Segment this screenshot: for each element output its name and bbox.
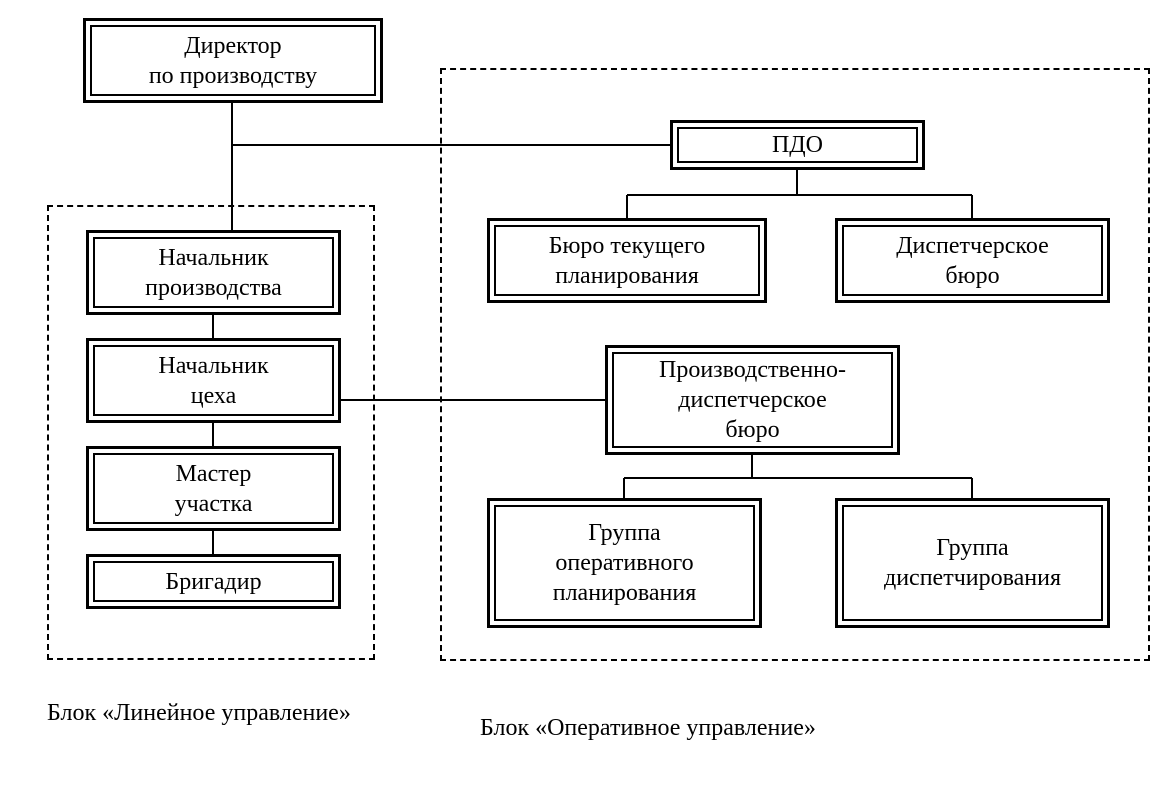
node-pdo-label: ПДО — [772, 130, 823, 160]
caption-operational: Блок «Оперативное управление» — [480, 715, 816, 742]
node-director-label: Директорпо производству — [149, 31, 317, 91]
node-nach-ceh: Начальникцеха — [86, 338, 341, 423]
node-master: Мастеручастка — [86, 446, 341, 531]
caption-linear: Блок «Линейное управление» — [47, 700, 351, 727]
node-grp-plan: Группаоперативногопланирования — [487, 498, 762, 628]
node-grp-plan-label: Группаоперативногопланирования — [553, 518, 697, 608]
node-nach-proizv-label: Начальникпроизводства — [145, 243, 282, 303]
node-brigadir: Бригадир — [86, 554, 341, 609]
node-nach-ceh-label: Начальникцеха — [158, 351, 268, 411]
node-buro-tek: Бюро текущегопланирования — [487, 218, 767, 303]
node-disp-buro: Диспетчерскоебюро — [835, 218, 1110, 303]
node-disp-buro-label: Диспетчерскоебюро — [896, 231, 1049, 291]
node-pdo: ПДО — [670, 120, 925, 170]
node-director: Директорпо производству — [83, 18, 383, 103]
node-master-label: Мастеручастка — [175, 459, 253, 519]
node-pdb-label: Производственно-диспетчерскоебюро — [659, 355, 846, 445]
node-nach-proizv: Начальникпроизводства — [86, 230, 341, 315]
node-brigadir-label: Бригадир — [165, 567, 261, 597]
node-grp-disp: Группадиспетчирования — [835, 498, 1110, 628]
node-buro-tek-label: Бюро текущегопланирования — [549, 231, 706, 291]
org-diagram: Директорпо производству Начальникпроизво… — [0, 0, 1165, 787]
node-pdb: Производственно-диспетчерскоебюро — [605, 345, 900, 455]
node-grp-disp-label: Группадиспетчирования — [884, 533, 1061, 593]
